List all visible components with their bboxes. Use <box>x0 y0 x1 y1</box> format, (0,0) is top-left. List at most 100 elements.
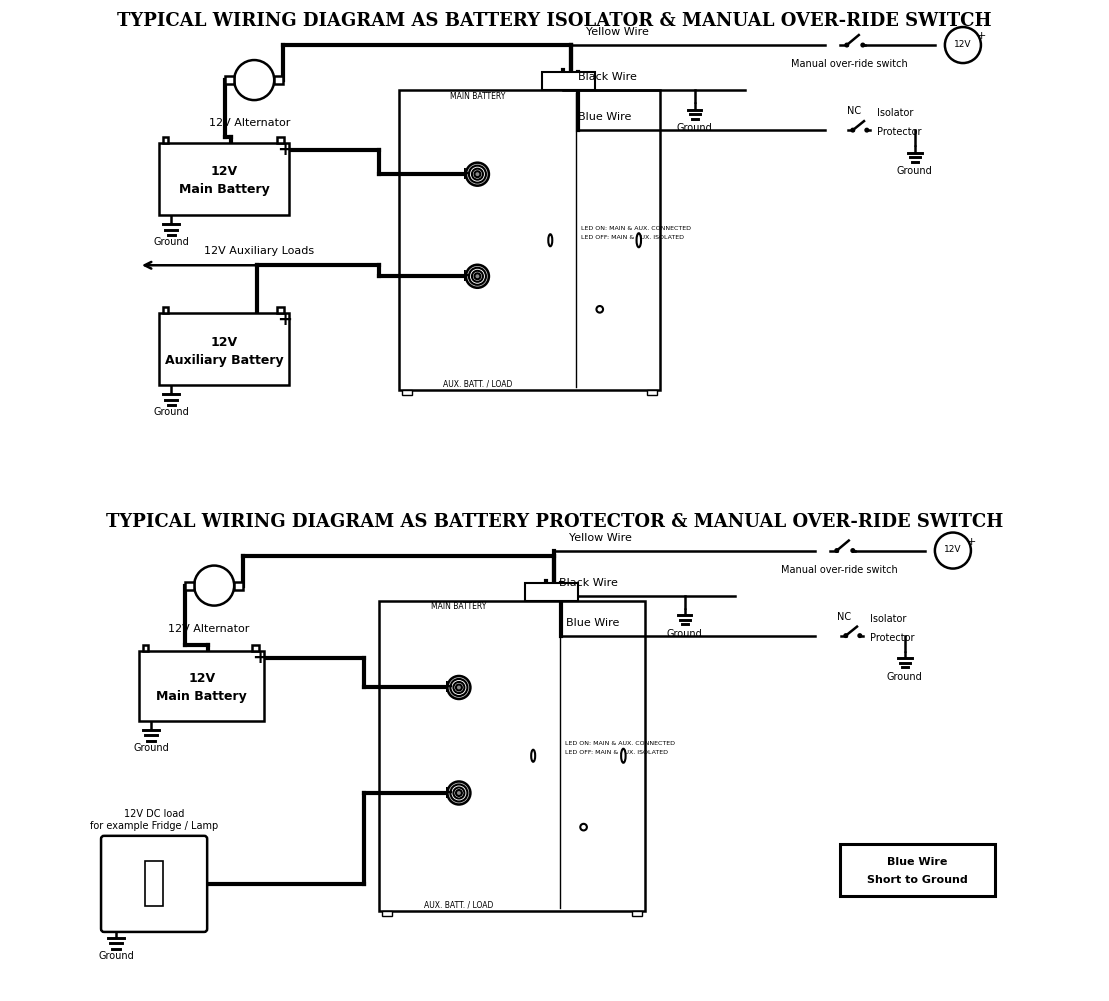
Text: Isolator: Isolator <box>869 614 906 624</box>
Bar <box>403 390 413 395</box>
Text: Yellow Wire: Yellow Wire <box>586 27 649 37</box>
Circle shape <box>447 676 470 699</box>
Text: Protector: Protector <box>877 127 922 137</box>
Circle shape <box>580 824 587 831</box>
Circle shape <box>469 165 486 182</box>
Bar <box>277 137 284 143</box>
Text: +: + <box>977 31 986 41</box>
Text: Ground: Ground <box>133 743 169 753</box>
Text: Ground: Ground <box>887 672 923 682</box>
Text: Ground: Ground <box>153 237 189 247</box>
Circle shape <box>456 685 462 691</box>
Bar <box>145 861 163 907</box>
Bar <box>840 844 995 896</box>
Text: +: + <box>458 165 471 183</box>
Bar <box>274 76 283 84</box>
Bar <box>163 137 169 143</box>
Circle shape <box>475 171 480 177</box>
Text: Ground: Ground <box>667 629 702 639</box>
Text: 12V Alternator: 12V Alternator <box>169 624 250 634</box>
Bar <box>647 390 657 395</box>
Bar <box>526 583 578 601</box>
Text: Blue Wire: Blue Wire <box>887 857 947 867</box>
Text: Ground: Ground <box>153 407 189 417</box>
Text: Ground: Ground <box>676 123 712 133</box>
Circle shape <box>844 634 847 638</box>
Text: MAIN BATTERY: MAIN BATTERY <box>431 603 487 611</box>
Circle shape <box>466 264 489 287</box>
Circle shape <box>861 43 865 47</box>
Circle shape <box>597 306 603 312</box>
Circle shape <box>472 168 482 180</box>
Text: TYPICAL WIRING DIAGRAM AS BATTERY PROTECTOR & MANUAL OVER-RIDE SWITCH: TYPICAL WIRING DIAGRAM AS BATTERY PROTEC… <box>105 513 1004 531</box>
Bar <box>383 911 393 916</box>
Circle shape <box>456 790 462 796</box>
Bar <box>542 72 594 90</box>
Bar <box>139 651 264 721</box>
Ellipse shape <box>637 233 641 247</box>
Text: 12V: 12V <box>944 546 962 554</box>
Bar <box>225 76 234 84</box>
Text: LED OFF: MAIN & AUX. ISOLATED: LED OFF: MAIN & AUX. ISOLATED <box>581 235 684 239</box>
Text: LED ON: MAIN & AUX. CONNECTED: LED ON: MAIN & AUX. CONNECTED <box>564 741 674 746</box>
Circle shape <box>475 273 480 279</box>
Circle shape <box>454 788 465 799</box>
Text: AUX. BATT. / LOAD: AUX. BATT. / LOAD <box>425 901 494 909</box>
Bar <box>399 90 660 390</box>
Text: TYPICAL WIRING DIAGRAM AS BATTERY ISOLATOR & MANUAL OVER-RIDE SWITCH: TYPICAL WIRING DIAGRAM AS BATTERY ISOLAT… <box>118 12 991 30</box>
Text: Main Battery: Main Battery <box>156 690 247 703</box>
Circle shape <box>835 549 838 553</box>
Text: 12V: 12V <box>954 40 971 48</box>
Circle shape <box>945 27 981 63</box>
Circle shape <box>194 566 234 606</box>
Ellipse shape <box>548 234 552 246</box>
Text: +: + <box>252 649 266 667</box>
Text: Main Battery: Main Battery <box>179 183 269 196</box>
Bar <box>379 601 644 911</box>
Text: MAIN BATTERY: MAIN BATTERY <box>450 92 505 100</box>
Text: Auxiliary Battery: Auxiliary Battery <box>165 353 284 366</box>
Text: for example Fridge / Lamp: for example Fridge / Lamp <box>90 821 218 831</box>
Text: Black Wire: Black Wire <box>578 72 637 82</box>
Text: Protector: Protector <box>869 633 914 643</box>
Bar <box>277 307 284 313</box>
Ellipse shape <box>621 749 625 763</box>
Text: 12V Alternator: 12V Alternator <box>208 118 289 128</box>
Circle shape <box>845 43 848 47</box>
Circle shape <box>469 267 486 284</box>
Circle shape <box>935 533 970 569</box>
Circle shape <box>450 679 467 696</box>
Circle shape <box>851 128 855 132</box>
Text: 12V: 12V <box>211 165 237 178</box>
Bar <box>159 143 289 215</box>
Text: +: + <box>439 784 452 802</box>
Text: +: + <box>277 311 292 329</box>
Text: Blue Wire: Blue Wire <box>566 618 620 628</box>
Text: NC: NC <box>847 106 861 116</box>
Text: Short to Ground: Short to Ground <box>867 875 968 885</box>
Text: AUX. BATT. / LOAD: AUX. BATT. / LOAD <box>442 380 512 388</box>
Text: 12V: 12V <box>211 335 237 348</box>
Bar <box>159 313 289 385</box>
Text: +: + <box>458 267 471 285</box>
Text: NC: NC <box>837 612 851 622</box>
Bar <box>252 645 260 651</box>
Text: +: + <box>967 537 976 547</box>
Text: Manual over-ride switch: Manual over-ride switch <box>792 59 908 69</box>
Text: Isolator: Isolator <box>877 108 913 118</box>
Circle shape <box>858 634 862 638</box>
Bar <box>143 645 149 651</box>
FancyBboxPatch shape <box>101 836 207 932</box>
Bar <box>185 582 194 590</box>
Text: 12V DC load: 12V DC load <box>124 809 184 819</box>
Text: +: + <box>277 141 292 159</box>
Text: LED OFF: MAIN & AUX. ISOLATED: LED OFF: MAIN & AUX. ISOLATED <box>564 750 668 755</box>
Circle shape <box>234 60 274 100</box>
Bar <box>632 911 642 916</box>
Ellipse shape <box>531 750 536 762</box>
Text: Ground: Ground <box>99 951 134 961</box>
Circle shape <box>450 785 467 802</box>
Text: 12V Auxiliary Loads: 12V Auxiliary Loads <box>204 246 314 256</box>
Text: 12V: 12V <box>189 673 215 685</box>
Circle shape <box>865 128 868 132</box>
